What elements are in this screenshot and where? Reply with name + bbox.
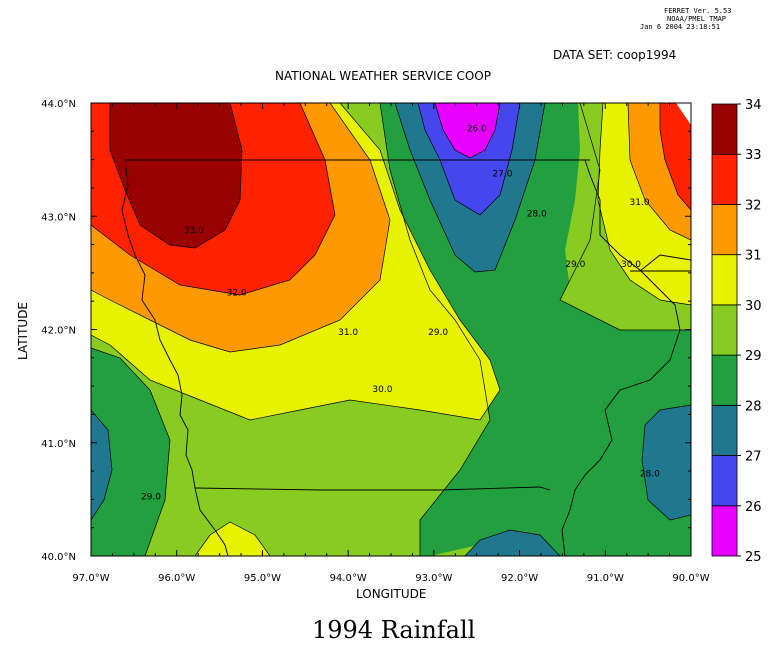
ferret-info-line2: NOAA/PMEL TMAP: [667, 15, 727, 23]
contour-line-28-south: [464, 529, 561, 556]
y-tick-label: 42.0°N: [41, 326, 76, 337]
contour-line-29-west: [91, 347, 171, 556]
colorbar-label: 26: [745, 500, 762, 515]
x-tick-label: 90.0°W: [672, 573, 709, 584]
colorbar-label: 30: [745, 299, 762, 314]
fill-level-28-29-se: [642, 405, 691, 520]
x-axis-title: LONGITUDE: [356, 587, 427, 601]
river-missouri: [121, 159, 229, 556]
fill-level-corner-white: [676, 103, 691, 125]
x-tick-label: 91.0°W: [587, 573, 624, 584]
y-tick-label: 41.0°N: [41, 439, 76, 450]
colorbar-swatch: [711, 304, 738, 356]
colorbar-label: 31: [745, 249, 762, 264]
contour-label: 26.0: [467, 124, 487, 134]
contour-line-32: [91, 103, 336, 296]
dataset-label: DATA SET: coop1994: [553, 48, 677, 62]
fill-level-28-29-south: [465, 530, 560, 556]
x-tick-label: 92.0°W: [501, 573, 538, 584]
colorbar-swatch: [711, 254, 738, 306]
contour-label: 29.0: [428, 328, 448, 338]
colorbar-swatch: [711, 404, 738, 456]
colorbar-label: 25: [745, 550, 762, 565]
contour-line-33: [109, 103, 243, 249]
colorbar-swatch: [711, 103, 738, 155]
contour-label: 27.0: [492, 170, 512, 180]
colorbar-swatch: [711, 505, 738, 557]
colorbar-swatch: [711, 455, 738, 507]
contour-line-26: [434, 103, 501, 159]
contour-label: 31.0: [338, 328, 358, 338]
colorbar-swatch: [711, 153, 738, 205]
contour-label: 32.0: [227, 289, 247, 299]
ferret-info-line1: FERRET Ver. 5.53: [664, 7, 732, 15]
contour-line-29-east: [559, 103, 691, 331]
fill-level-29-30-nw: [91, 348, 170, 556]
river-mississippi: [561, 159, 681, 556]
contour-label: 31.0: [630, 198, 650, 208]
colorbar-label: 34: [745, 98, 762, 113]
x-tick-label: 97.0°W: [72, 573, 109, 584]
contour-line-27: [417, 103, 521, 216]
fill-level-33-34: [110, 103, 242, 248]
contour-line-28-se: [641, 404, 691, 521]
fill-level-28-29-west: [91, 410, 112, 520]
contour-line-32-east: [659, 103, 691, 211]
contour-label: 28.0: [527, 209, 547, 219]
colorbar-label: 33: [745, 148, 762, 163]
contour-line-30-south: [194, 521, 271, 556]
contour-label: 30.0: [372, 385, 392, 395]
y-tick-label: 43.0°N: [41, 212, 76, 223]
x-tick-label: 93.0°W: [415, 573, 452, 584]
colorbar-swatch: [711, 204, 738, 256]
contour-line-28-ne: [394, 103, 546, 273]
contour-label: 28.0: [640, 470, 660, 480]
x-tick-label: 94.0°W: [330, 573, 367, 584]
contour-label: 33.0: [184, 226, 204, 236]
caption: 1994 Rainfall: [312, 616, 476, 644]
contour-label: 30.0: [621, 260, 641, 270]
fill-level-30-31-south: [195, 522, 270, 556]
colorbar-label: 32: [745, 198, 762, 213]
state-boundary-il-wi-east: [639, 254, 691, 272]
contour-line-30-east: [597, 103, 691, 306]
contour-line-31: [91, 103, 391, 353]
y-tick-label: 44.0°N: [41, 99, 76, 110]
y-tick-label: 40.0°N: [41, 552, 76, 563]
colorbar-swatch: [711, 354, 738, 406]
contour-line-30: [91, 103, 501, 421]
contour-line-29: [379, 103, 491, 556]
state-boundary-ia-mo: [194, 486, 551, 491]
fill-level-26-27: [435, 103, 500, 158]
colorbar-label: 29: [745, 349, 762, 364]
colorbar-label: 28: [745, 399, 762, 414]
contour-line-31-east: [627, 103, 691, 241]
ferret-info-line3: Jan 6 2004 23:18:51: [640, 23, 721, 31]
colorbar-label: 27: [745, 450, 762, 465]
contour-label: 29.0: [565, 260, 585, 270]
fill-level-32-33-east: [660, 103, 691, 210]
x-tick-label: 96.0°W: [158, 573, 195, 584]
x-tick-label: 95.0°W: [244, 573, 281, 584]
plot-title: NATIONAL WEATHER SERVICE COOP: [275, 69, 491, 83]
contour-line-28-west: [91, 409, 113, 521]
contour-label: 29.0: [141, 492, 161, 502]
